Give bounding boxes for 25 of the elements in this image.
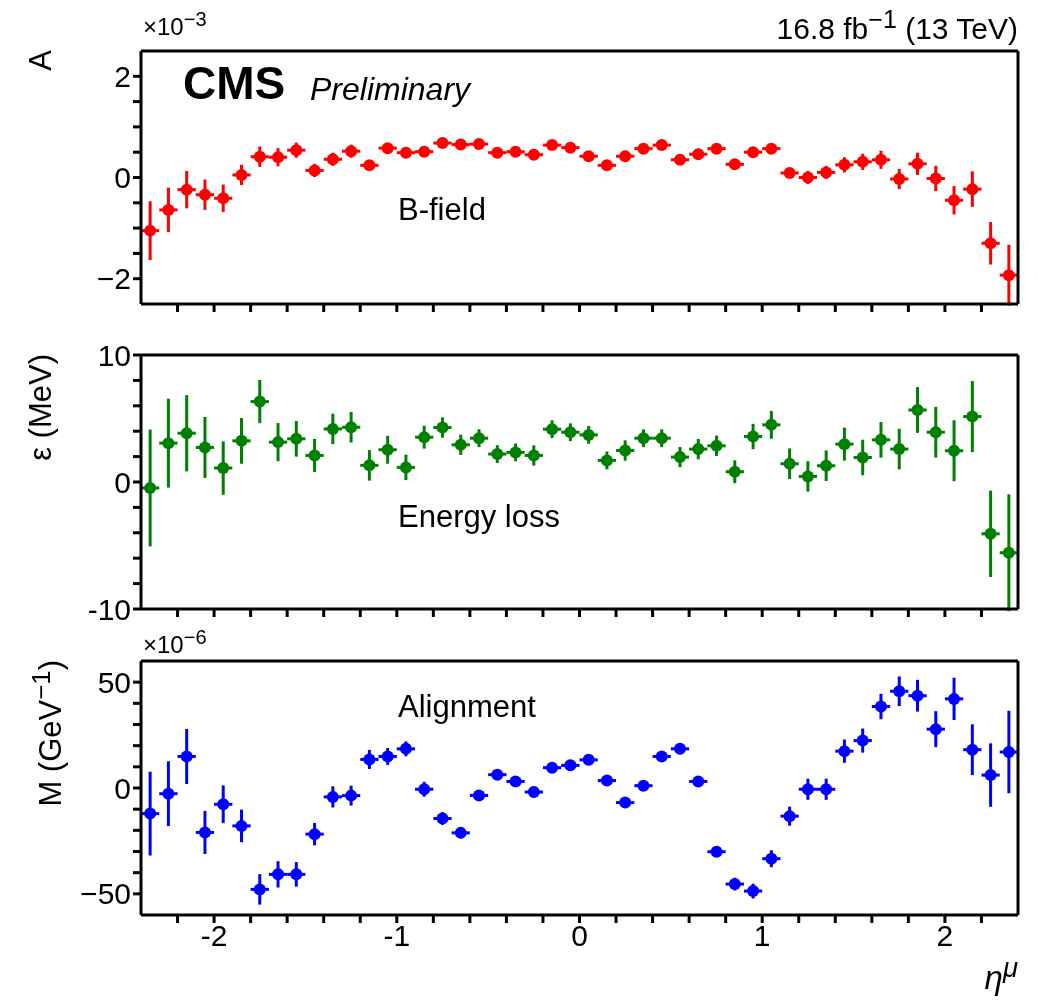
y-axis-title: A bbox=[22, 50, 59, 73]
x-tick-label: 0 bbox=[571, 919, 588, 953]
text: 16.8 fb$^{−1}$ (13 TeV) bbox=[776, 5, 1018, 45]
x-tick-label: -2 bbox=[200, 919, 228, 953]
y-tick-label: 2 bbox=[114, 59, 131, 93]
annotation: B-field bbox=[398, 192, 486, 228]
y-tick-label: -10 bbox=[87, 592, 131, 626]
y-tick-label: −2 bbox=[96, 262, 131, 296]
text: ×10$^{−3}$ bbox=[143, 8, 207, 41]
y-axis-title: ε (MeV) bbox=[22, 354, 59, 463]
x-tick-label: 2 bbox=[936, 919, 954, 953]
annotation: Energy loss bbox=[398, 499, 560, 535]
y-tick-label: 10 bbox=[97, 338, 131, 372]
text: ×10$^{−6}$ bbox=[143, 626, 207, 659]
y-tick-label: 50 bbox=[97, 665, 131, 699]
annotation: Preliminary bbox=[310, 71, 471, 108]
y-tick-label: 0 bbox=[114, 771, 131, 805]
x-tick-label: -1 bbox=[383, 919, 411, 953]
y-tick-label: −50 bbox=[80, 877, 131, 911]
annotation: CMS bbox=[183, 57, 286, 109]
y-tick-label: 0 bbox=[114, 465, 131, 499]
annotation: Alignment bbox=[398, 689, 536, 725]
y-tick-label: 0 bbox=[114, 161, 131, 195]
x-axis-title: η$^{μ}$ bbox=[984, 952, 1018, 997]
x-tick-label: 1 bbox=[753, 919, 771, 953]
